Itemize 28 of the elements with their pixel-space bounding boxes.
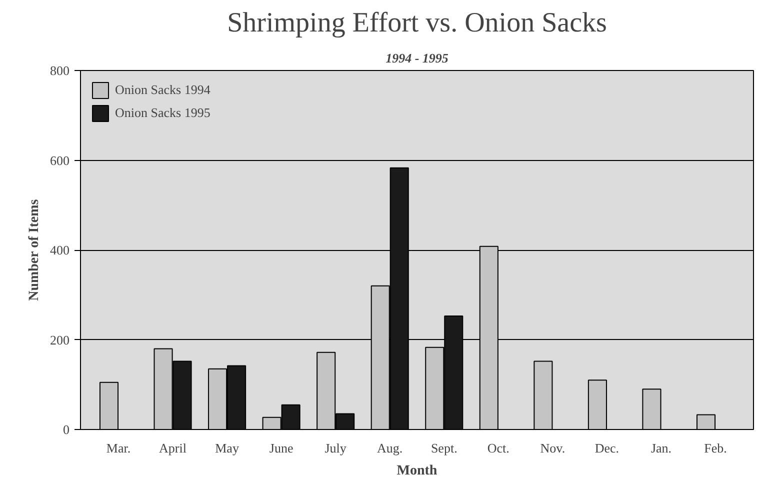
x-tick-label: Mar. (106, 440, 131, 456)
y-tick-label: 400 (50, 242, 70, 258)
bar (588, 380, 607, 430)
x-tick-label: Oct. (487, 440, 510, 456)
y-tick-label: 600 (50, 152, 70, 168)
chart-subtitle: 1994 - 1995 (386, 50, 449, 66)
x-tick-label: July (324, 440, 347, 456)
bar (642, 388, 662, 430)
x-tick-label: Nov. (540, 440, 566, 456)
y-axis-title: Number of Items (27, 198, 42, 301)
bar (534, 360, 553, 430)
y-tick-label: 800 (50, 63, 70, 78)
y-tick-label: 200 (50, 332, 70, 348)
x-tick-label: Feb. (704, 440, 727, 456)
legend-label: Onion Sacks 1994 (115, 82, 210, 98)
chart-title: Shrimping Effort vs. Onion Sacks (227, 8, 607, 38)
legend-label: Onion Sacks 1995 (115, 105, 210, 121)
bar (99, 382, 119, 430)
x-tick-label: April (159, 440, 187, 456)
x-tick-label: Aug. (377, 440, 403, 456)
y-tick-label: 0 (63, 422, 70, 437)
x-tick-label: Dec. (594, 440, 620, 456)
x-tick-label: June (269, 440, 294, 456)
x-axis-title: Month (396, 464, 438, 478)
bar (696, 414, 716, 430)
x-tick-label: Jan. (650, 440, 672, 456)
x-tick-label: Sept. (430, 440, 458, 456)
x-tick-label: May (215, 440, 240, 456)
